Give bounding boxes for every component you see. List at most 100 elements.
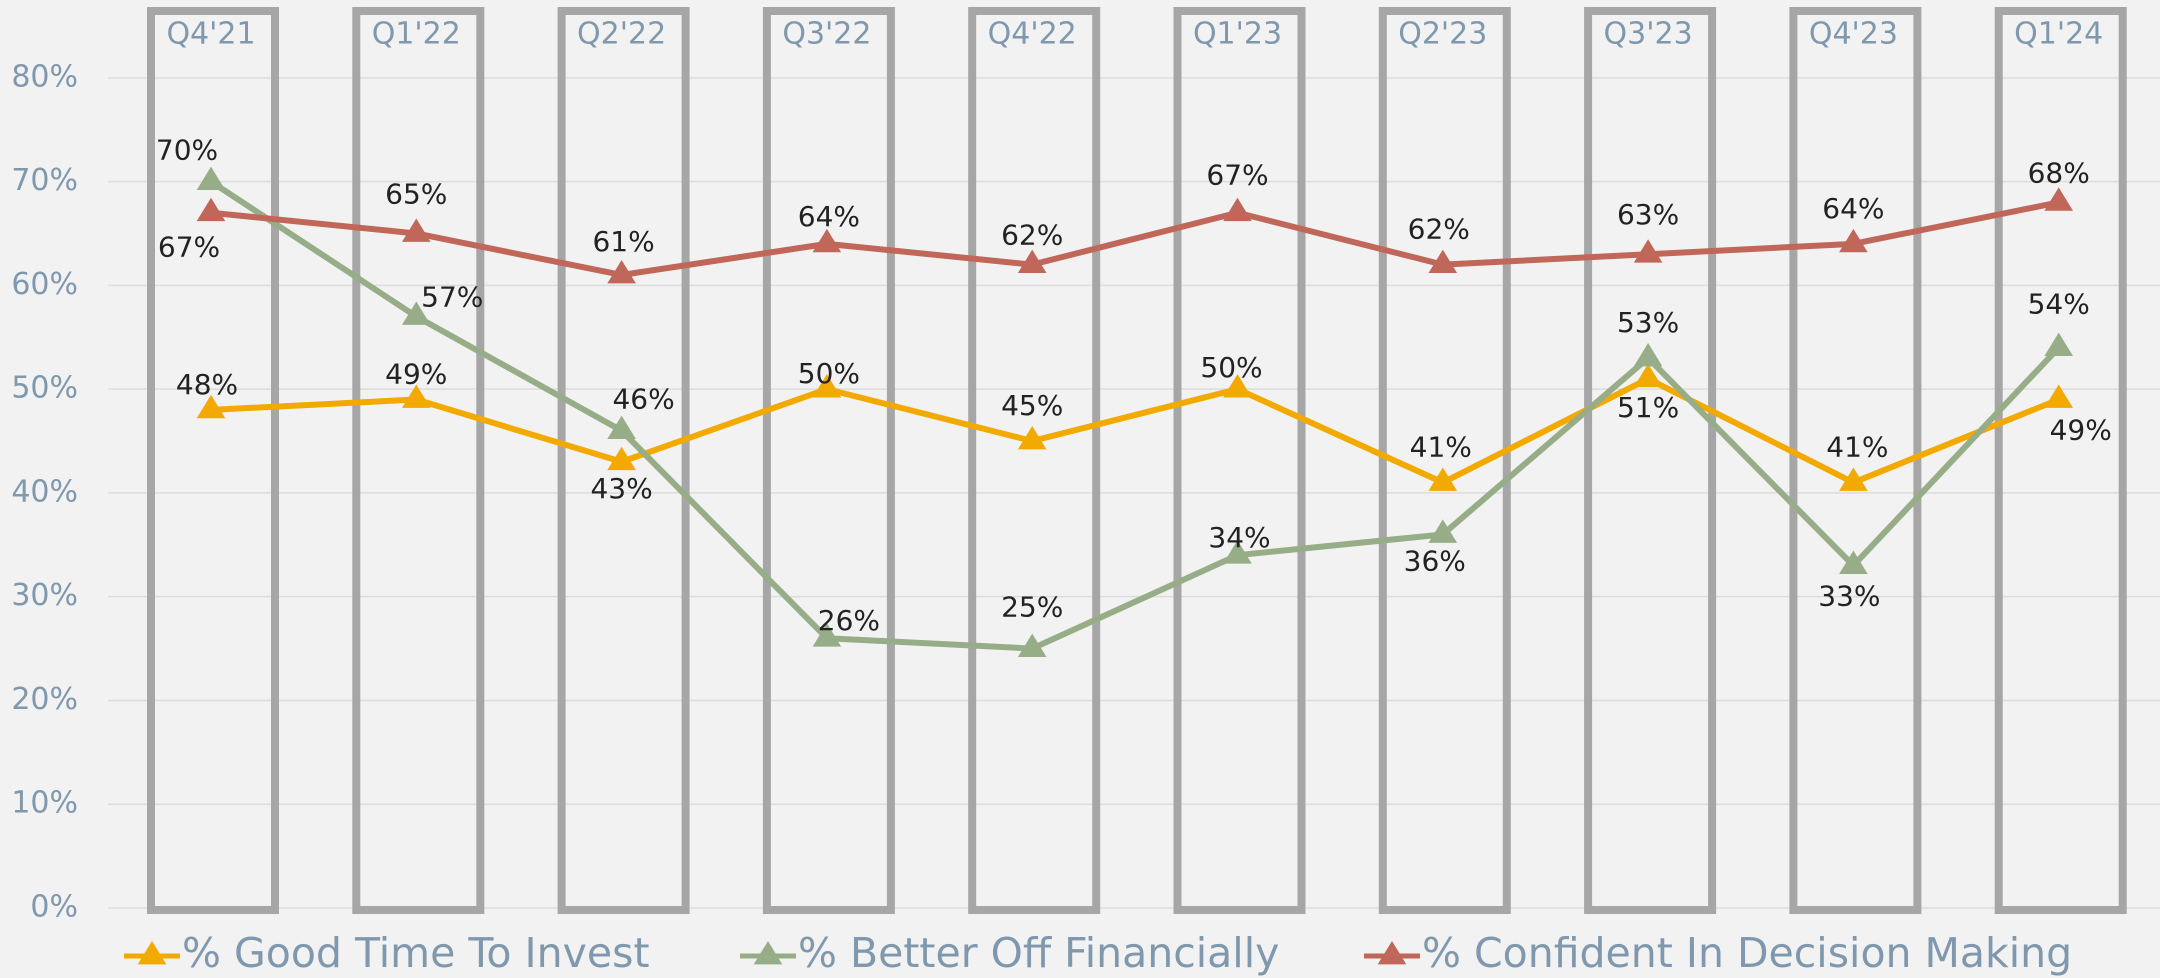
data-label: 36% (1404, 544, 1466, 577)
marker (1633, 343, 1663, 367)
marker (402, 384, 431, 408)
series-line (210, 199, 2060, 278)
data-label: 46% (612, 383, 674, 416)
marker (402, 218, 431, 242)
x-tick-label: Q1'22 (372, 17, 461, 52)
marker (1223, 197, 1252, 222)
marker (1428, 519, 1458, 543)
x-tick-label: Q4'22 (988, 17, 1077, 52)
x-tick-label: Q2'23 (1398, 17, 1487, 52)
y-tick-label: 10% (11, 786, 78, 821)
data-label: 68% (2028, 156, 2090, 189)
data-label: 25% (1001, 591, 1063, 624)
category-box (1173, 7, 1306, 914)
x-tick-label: Q3'23 (1604, 17, 1693, 52)
category-box (968, 7, 1101, 914)
marker (1428, 249, 1458, 274)
series-line (210, 375, 2060, 486)
x-tick-label: Q2'22 (577, 17, 666, 52)
legend-label: % Confident In Decision Making (1422, 929, 2072, 977)
data-label: 41% (1410, 431, 1472, 464)
marker (196, 394, 226, 419)
category-box (1584, 7, 1717, 914)
data-label: 64% (1822, 192, 1884, 225)
category-box (557, 7, 690, 914)
data-label: 54% (2028, 288, 2090, 321)
data-label: 61% (592, 225, 654, 258)
marker (1839, 550, 1868, 574)
data-label: 34% (1208, 521, 1270, 554)
data-label: 62% (1001, 219, 1063, 252)
category-box (1378, 7, 1511, 914)
data-label: 65% (385, 177, 447, 210)
marker (1839, 467, 1868, 491)
marker (1428, 467, 1458, 491)
series-line (209, 179, 2061, 652)
legend-marker (753, 941, 783, 965)
data-label: 26% (818, 604, 880, 637)
y-tick-label: 60% (11, 267, 78, 302)
y-tick-label: 70% (11, 163, 78, 198)
legend-label: % Better Off Financially (798, 929, 1279, 977)
category-box (762, 7, 895, 914)
data-label: 51% (1617, 391, 1679, 424)
legend-label: % Good Time To Invest (182, 929, 650, 977)
marker (607, 259, 636, 284)
marker (607, 446, 636, 471)
marker (1017, 633, 1047, 657)
marker (196, 197, 226, 222)
marker (1017, 426, 1047, 450)
data-label: 50% (1200, 351, 1262, 384)
marker (1633, 363, 1663, 388)
marker (2044, 332, 2073, 357)
category-box (147, 7, 279, 914)
marker (1223, 540, 1252, 564)
data-label: 49% (385, 358, 447, 391)
data-label: 67% (158, 231, 220, 264)
y-tick-label: 40% (11, 474, 78, 509)
marker (402, 301, 431, 325)
marker (1839, 228, 1868, 253)
data-label: 33% (1818, 580, 1880, 613)
legend-marker (137, 941, 167, 965)
marker (812, 228, 842, 253)
category-box (1789, 7, 1922, 914)
data-label: 49% (2050, 414, 2112, 447)
data-label: 64% (798, 200, 860, 233)
marker (1633, 239, 1663, 263)
data-label: 43% (590, 472, 652, 505)
x-tick-label: Q4'21 (166, 17, 255, 52)
y-tick-label: 50% (11, 371, 78, 406)
marker (2044, 187, 2073, 211)
marker (812, 623, 842, 647)
data-label: 62% (1408, 213, 1470, 246)
marker (2044, 384, 2073, 408)
y-tick-label: 80% (11, 59, 78, 94)
y-tick-label: 0% (30, 890, 78, 925)
category-box (352, 7, 485, 914)
data-label: 45% (1001, 389, 1063, 422)
data-label: 67% (1206, 159, 1268, 192)
x-tick-label: Q4'23 (1809, 17, 1898, 52)
marker (812, 374, 842, 398)
data-label: 48% (176, 368, 238, 401)
marker (1017, 249, 1047, 274)
data-label: 41% (1826, 431, 1888, 464)
x-tick-label: Q1'23 (1193, 17, 1282, 52)
marker (607, 415, 636, 440)
data-label: 57% (421, 281, 483, 314)
x-tick-label: Q3'22 (782, 17, 871, 52)
legend-marker (1377, 941, 1407, 965)
category-box (1994, 7, 2127, 914)
data-label: 50% (798, 357, 860, 390)
marker (1223, 374, 1252, 398)
data-label: 70% (156, 134, 218, 167)
y-tick-label: 20% (11, 682, 78, 717)
data-label: 53% (1617, 306, 1679, 339)
data-label: 63% (1617, 198, 1679, 231)
x-tick-label: Q1'24 (2014, 17, 2103, 52)
marker (196, 166, 226, 190)
y-tick-label: 30% (11, 578, 78, 613)
